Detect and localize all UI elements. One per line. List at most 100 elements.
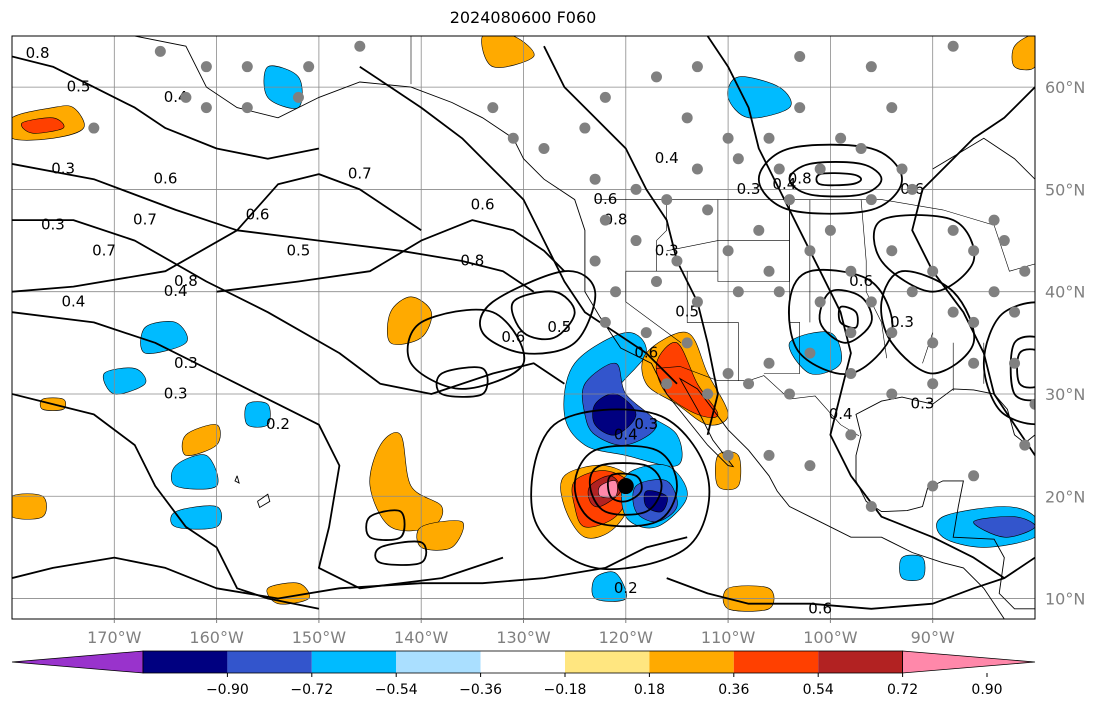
station-marker [589, 173, 601, 185]
colorbar-tick-label: 0.90 [971, 682, 1002, 698]
anomaly-region [140, 321, 188, 354]
colorbar-segment [565, 651, 650, 673]
contour-label: 0.2 [614, 579, 638, 597]
station-marker [650, 275, 662, 287]
contour-lines-layer [12, 36, 1035, 610]
station-marker [599, 214, 611, 226]
anomaly-region [387, 296, 433, 345]
contour-line [365, 509, 406, 541]
station-marker [661, 378, 673, 390]
station-marker [886, 327, 898, 339]
station-marker [804, 245, 816, 257]
longitude-label: 120°W [599, 628, 654, 647]
contour-label: 0.6 [246, 205, 270, 223]
contour-line [573, 444, 678, 528]
contour-line [479, 270, 597, 355]
station-marker [1029, 398, 1035, 410]
latitude-label: 20°N [1045, 487, 1085, 506]
contour-label: 0.6 [849, 272, 873, 290]
station-marker [732, 153, 744, 165]
station-marker [722, 132, 734, 144]
contour-line [815, 172, 862, 187]
contour-line [12, 219, 565, 395]
colorbar-tick-label: −0.54 [375, 682, 418, 698]
station-marker [773, 286, 785, 298]
contour-line [12, 173, 422, 293]
contour-label: 0.6 [634, 344, 658, 362]
station-marker [773, 163, 785, 175]
latitude-label: 10°N [1045, 590, 1085, 609]
anomaly-region [899, 554, 926, 581]
station-marker [640, 327, 652, 339]
station-marker [241, 102, 253, 114]
station-marker [783, 388, 795, 400]
coastline [257, 493, 271, 509]
station-marker [753, 224, 765, 236]
station-marker [661, 194, 673, 206]
station-marker [610, 286, 622, 298]
contour-label: 0.4 [164, 282, 188, 300]
contour-line [12, 536, 688, 600]
station-marker [702, 388, 714, 400]
station-marker [886, 388, 898, 400]
storm-center-marker [617, 478, 634, 495]
station-marker [722, 368, 734, 380]
station-marker [968, 357, 980, 369]
contour-label: 0.4 [614, 425, 638, 443]
station-marker [1019, 439, 1031, 451]
contour-label: 0.4 [829, 405, 853, 423]
contour-label: 0.6 [808, 599, 832, 617]
colorbar-tick-label: 0.54 [803, 682, 834, 698]
political-border [860, 199, 887, 359]
contour-label: 0.3 [164, 384, 188, 402]
station-marker [927, 337, 939, 349]
contour-label: 0.7 [133, 211, 157, 229]
station-marker [589, 255, 601, 267]
contour-line [880, 270, 976, 375]
colorbar-segment [818, 651, 903, 673]
contour-line [12, 163, 535, 293]
station-marker [763, 265, 775, 277]
contour-label: 0.2 [266, 415, 290, 433]
station-marker [743, 378, 755, 390]
latitude-label: 50°N [1045, 180, 1085, 199]
station-marker [927, 265, 939, 277]
anomaly-region [12, 493, 47, 520]
station-marker [988, 286, 1000, 298]
contour-line [406, 308, 526, 390]
political-border [763, 199, 800, 374]
station-marker [732, 286, 744, 298]
station-marker [1009, 357, 1021, 369]
anomaly-region [973, 516, 1035, 538]
station-marker [804, 460, 816, 472]
contour-line [12, 55, 320, 160]
station-marker [650, 71, 662, 83]
station-marker [804, 347, 816, 359]
station-marker [968, 470, 980, 482]
station-marker [998, 235, 1010, 247]
station-marker [691, 61, 703, 73]
political-border [666, 240, 790, 252]
contour-line [982, 301, 1035, 426]
colorbar-tick-label: 0.36 [718, 682, 749, 698]
colorbar-tick-label: −0.36 [459, 682, 502, 698]
colorbar-segment [396, 651, 481, 673]
contour-line [543, 45, 719, 436]
contour-line [216, 219, 566, 293]
coastline [855, 434, 1035, 610]
contour-line [1009, 335, 1035, 402]
station-marker [783, 194, 795, 206]
colorbar-segment [480, 651, 565, 673]
anomaly-region [170, 454, 219, 490]
coastline [932, 137, 1035, 180]
colorbar: −0.90 −0.72 −0.54 −0.36 −0.18 0.18 0.36 0.54 0.7… [11, 650, 1036, 698]
contour-label: 0.4 [655, 149, 679, 167]
station-marker [865, 194, 877, 206]
contour-line [837, 305, 859, 329]
station-marker [865, 61, 877, 73]
contour-label: 0.3 [174, 354, 198, 372]
anomaly-region [21, 117, 65, 134]
longitude-label: 170°W [87, 628, 142, 647]
station-marker [354, 40, 366, 52]
contour-label: 0.7 [92, 241, 116, 259]
